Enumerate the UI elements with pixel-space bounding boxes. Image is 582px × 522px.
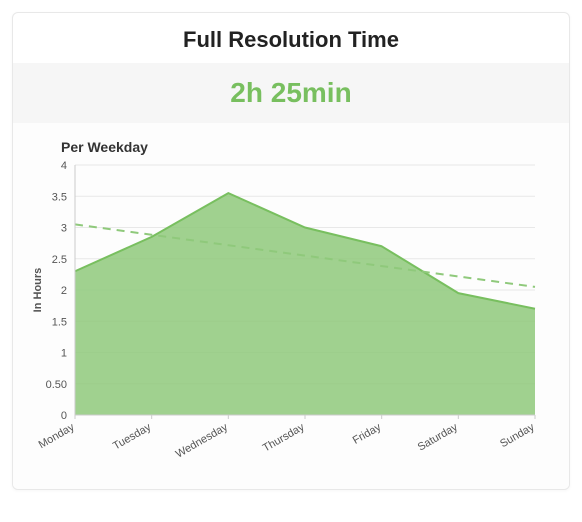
y-tick-label: 3.5 (52, 191, 67, 203)
chart-subtitle: Per Weekday (61, 139, 555, 155)
resolution-time-card: Full Resolution Time 2h 25min Per Weekda… (12, 12, 570, 490)
area-chart: 0 0.50 1 1.5 2 2.5 3 3.5 4 Monday Tuesday Wednesday… (27, 159, 547, 471)
y-tick-label: 2 (61, 285, 67, 297)
x-tick-label: Monday (37, 421, 77, 451)
y-tick-label: 4 (61, 160, 67, 172)
x-tick-label: Saturday (416, 421, 461, 454)
summary-band: 2h 25min (13, 63, 569, 123)
x-tick-label: Sunday (498, 421, 537, 450)
x-tick-label: Thursday (261, 421, 307, 455)
y-tick-label: 0 (61, 410, 67, 422)
y-tick-label: 2.5 (52, 254, 67, 266)
x-tick-label: Tuesday (111, 421, 154, 453)
y-tick-label: 1 (61, 348, 67, 360)
x-tick-label: Wednesday (174, 421, 231, 461)
chart-area: Per Weekday 0 0.50 1 1.5 2 2.5 3 3.5 4 Monday Tues… (13, 123, 569, 489)
y-axis-label: In Hours (32, 268, 44, 313)
y-tick-label: 3 (61, 223, 67, 235)
y-tick-label: 1.5 (52, 316, 67, 328)
card-title: Full Resolution Time (13, 13, 569, 63)
x-tick-label: Friday (351, 421, 384, 447)
summary-value: 2h 25min (230, 77, 351, 108)
y-tick-label: 0.50 (46, 379, 67, 391)
